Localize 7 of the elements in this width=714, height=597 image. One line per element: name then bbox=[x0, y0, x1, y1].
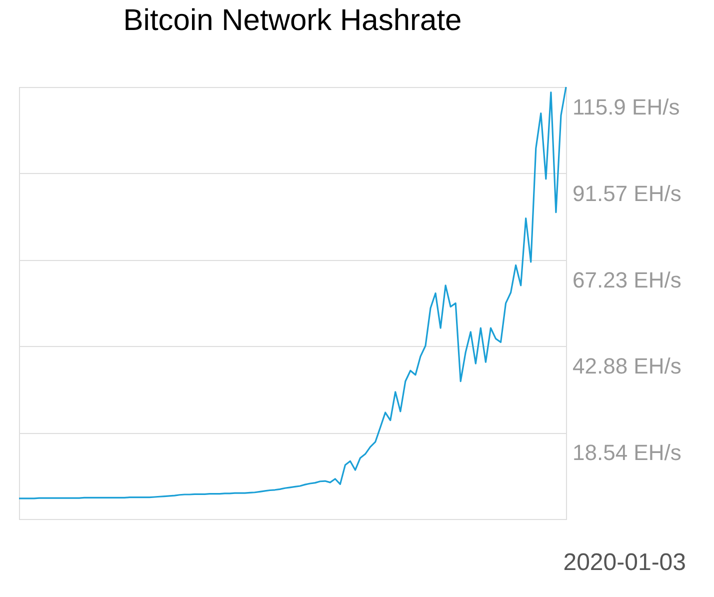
y-tick-label: 91.57 EH/s bbox=[572, 180, 682, 206]
y-tick-label: 42.88 EH/s bbox=[572, 354, 682, 379]
chart-title: Bitcoin Network Hashrate bbox=[123, 4, 462, 38]
text: 2020-01-03 bbox=[563, 549, 686, 576]
y-tick-label: 67.23 EH/s bbox=[572, 267, 682, 292]
y-tick-label: 115.9 EH/s bbox=[572, 94, 680, 120]
y-tick-label: 18.54 EH/s bbox=[572, 440, 682, 466]
